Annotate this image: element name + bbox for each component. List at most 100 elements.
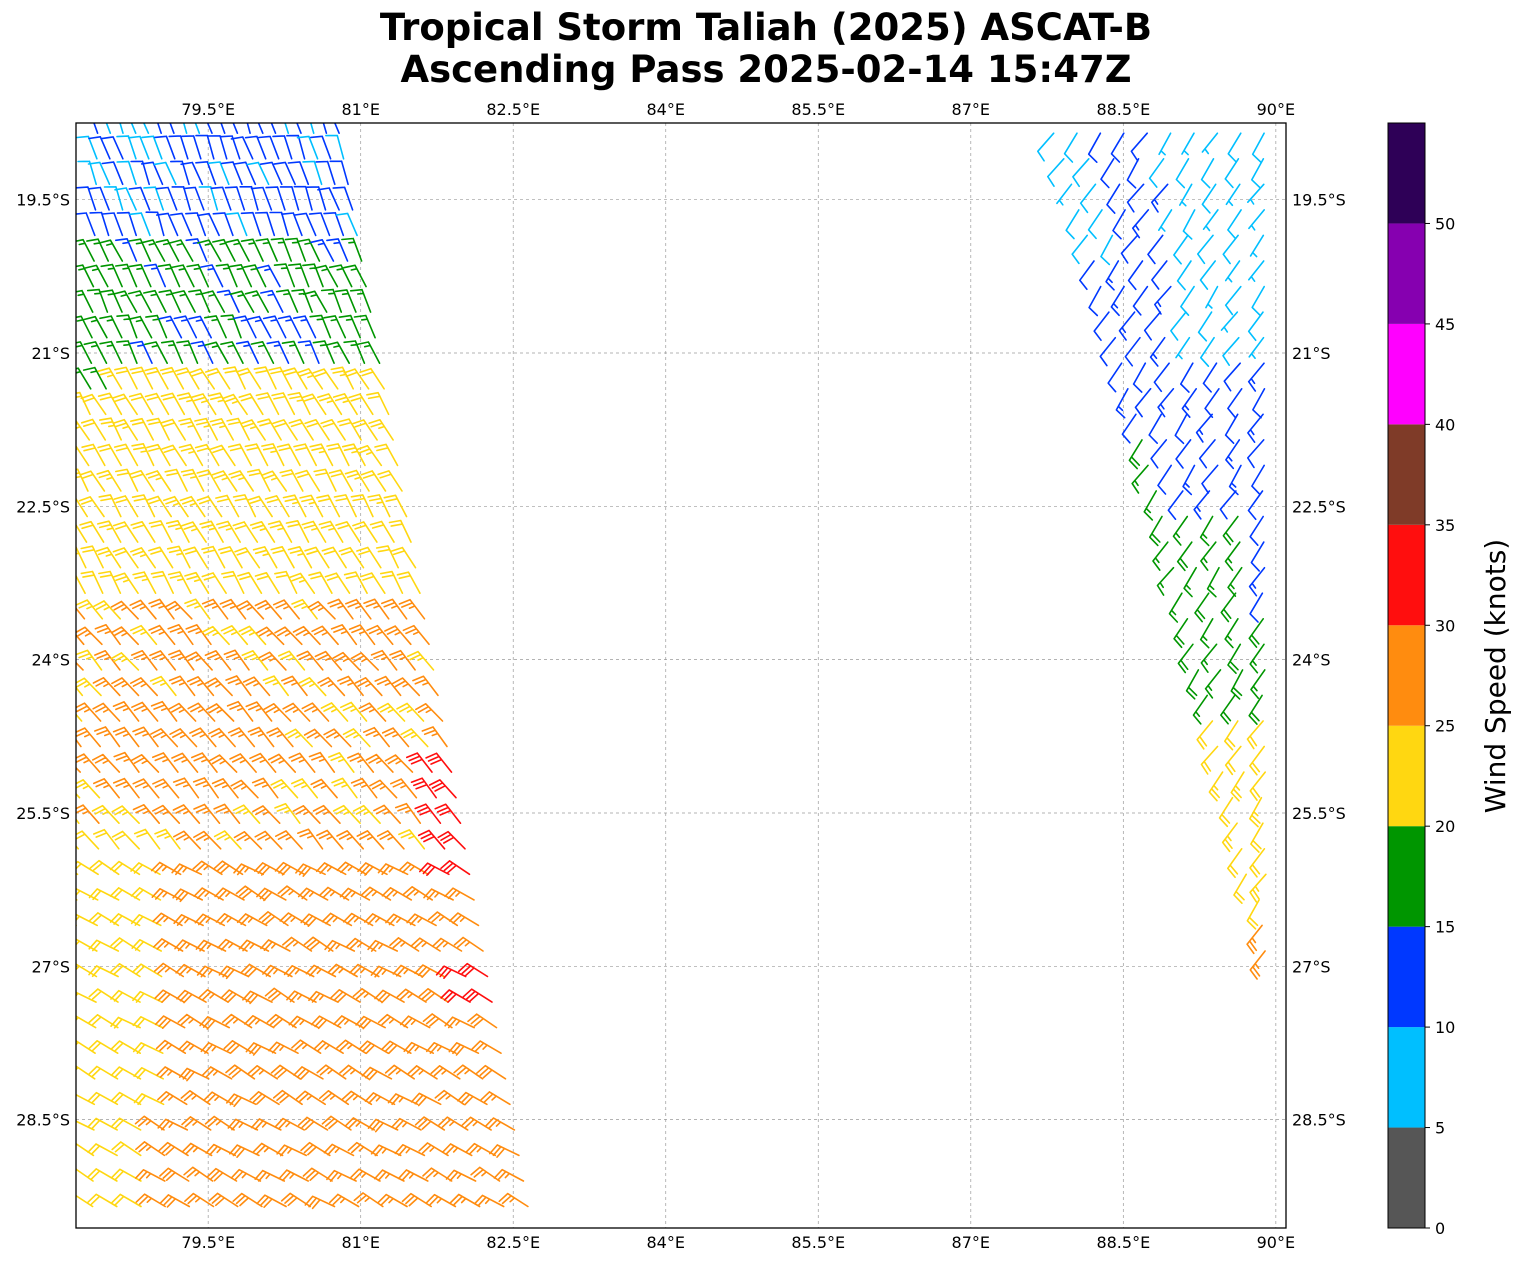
wind-barb bbox=[293, 1066, 324, 1080]
wind-barb bbox=[103, 186, 124, 211]
wind-barb bbox=[76, 1120, 95, 1131]
wind-barb bbox=[273, 263, 296, 288]
wind-barb bbox=[111, 805, 140, 824]
wind-barb bbox=[263, 703, 292, 722]
wind-barb bbox=[110, 989, 141, 1003]
wind-barb bbox=[135, 1193, 166, 1208]
wind-barb bbox=[1224, 745, 1242, 776]
wind-barb bbox=[161, 444, 187, 467]
wind-barb bbox=[1079, 260, 1095, 291]
wind-barb bbox=[146, 495, 172, 518]
wind-barb bbox=[284, 728, 313, 748]
wind-barb bbox=[205, 367, 231, 390]
wind-barb bbox=[266, 727, 294, 748]
wind-barb bbox=[280, 1192, 312, 1208]
wind-barb bbox=[247, 1065, 279, 1080]
wind-barb bbox=[1173, 618, 1189, 649]
wind-barb bbox=[129, 212, 151, 237]
wind-barb bbox=[94, 650, 121, 671]
wind-barb bbox=[201, 1066, 233, 1080]
wind-barb bbox=[1222, 515, 1239, 546]
wind-barb bbox=[196, 212, 220, 237]
colorbar-bin bbox=[1388, 1027, 1425, 1128]
wind-barb bbox=[302, 1167, 333, 1182]
wind-barb bbox=[329, 1193, 360, 1208]
wind-barb bbox=[249, 1091, 280, 1106]
wind-barb bbox=[261, 470, 288, 492]
wind-barb bbox=[241, 650, 269, 671]
colorbar-bin bbox=[1388, 826, 1425, 927]
wind-barb bbox=[355, 1015, 386, 1030]
wind-barb bbox=[391, 1117, 422, 1131]
wind-barb bbox=[317, 393, 343, 416]
wind-barb bbox=[130, 677, 158, 697]
wind-barb bbox=[76, 264, 95, 288]
wind-barb bbox=[300, 913, 331, 927]
wind-barb bbox=[293, 315, 317, 339]
wind-barb bbox=[1157, 464, 1172, 495]
wind-barb bbox=[1247, 413, 1264, 443]
lat-tick-label-left: 28.5°S bbox=[16, 1111, 70, 1130]
wind-barb bbox=[1176, 260, 1192, 291]
wind-barb bbox=[1202, 209, 1219, 232]
wind-barb bbox=[235, 340, 259, 364]
colorbar-bin bbox=[1388, 926, 1425, 1028]
wind-barb bbox=[1204, 669, 1222, 699]
wind-barb bbox=[94, 624, 121, 646]
wind-barb bbox=[259, 161, 283, 186]
wind-barb bbox=[157, 1118, 189, 1131]
wind-barb bbox=[244, 443, 269, 467]
wind-barb bbox=[307, 600, 336, 620]
wind-barb bbox=[295, 863, 326, 877]
wind-barb bbox=[201, 572, 227, 594]
wind-barb bbox=[265, 186, 286, 211]
wind-barb bbox=[86, 288, 109, 313]
wind-barb bbox=[316, 494, 341, 518]
wind-barb bbox=[98, 494, 122, 518]
wind-barb bbox=[221, 393, 248, 416]
wind-barb bbox=[343, 264, 367, 288]
wind-barb bbox=[252, 805, 281, 824]
wind-barb bbox=[152, 912, 183, 927]
colorbar-tick-label: 25 bbox=[1435, 717, 1455, 736]
wind-barb bbox=[130, 417, 154, 441]
wind-barb bbox=[213, 803, 241, 824]
wind-barb bbox=[352, 419, 378, 441]
wind-barb bbox=[457, 1091, 488, 1106]
wind-barb bbox=[272, 1089, 303, 1106]
colorbar-tick-label: 35 bbox=[1435, 516, 1455, 535]
wind-barb bbox=[375, 545, 399, 569]
wind-barb bbox=[406, 650, 435, 671]
wind-barb bbox=[431, 937, 463, 952]
wind-barb bbox=[232, 1192, 263, 1208]
wind-barb bbox=[76, 238, 95, 262]
wind-barb bbox=[92, 677, 121, 697]
wind-barb bbox=[246, 161, 270, 186]
colorbar-tick-label: 50 bbox=[1435, 214, 1455, 233]
wind-barb bbox=[343, 571, 368, 594]
wind-barb bbox=[1182, 464, 1196, 496]
wind-barb bbox=[297, 340, 320, 364]
wind-barb bbox=[246, 123, 251, 134]
wind-barb bbox=[194, 443, 220, 467]
wind-barb bbox=[149, 675, 177, 697]
lat-tick-label-right: 22.5°S bbox=[1292, 497, 1346, 516]
wind-barb bbox=[398, 861, 429, 876]
wind-barb bbox=[282, 936, 313, 952]
wind-barb bbox=[215, 494, 240, 518]
wind-barb bbox=[194, 913, 226, 927]
wind-barb bbox=[184, 598, 211, 620]
wind-barb bbox=[367, 494, 391, 518]
colorbar-bin bbox=[1388, 424, 1425, 525]
wind-barb bbox=[278, 650, 306, 671]
colorbar-bin bbox=[1388, 1127, 1425, 1228]
wind-barb bbox=[392, 964, 424, 978]
wind-barb bbox=[326, 238, 349, 262]
wind-barb bbox=[257, 123, 264, 134]
wind-barb bbox=[232, 123, 239, 134]
wind-barb bbox=[101, 212, 124, 237]
wind-barb bbox=[291, 598, 318, 620]
wind-barb bbox=[201, 598, 229, 620]
wind-barb bbox=[132, 1042, 164, 1054]
wind-barb bbox=[302, 160, 323, 186]
